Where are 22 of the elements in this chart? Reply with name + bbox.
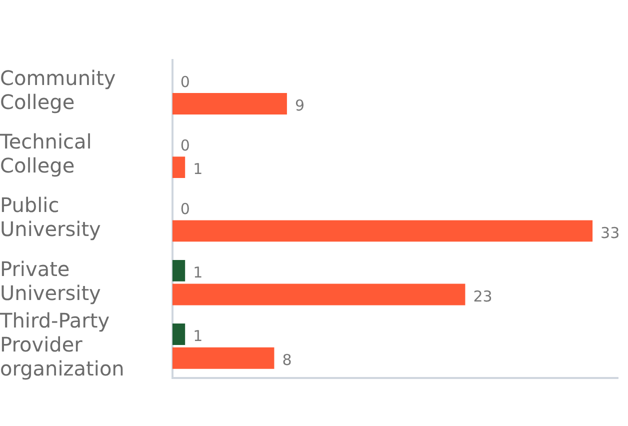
bar bbox=[172, 260, 186, 282]
data-label: 8 bbox=[282, 351, 292, 370]
y-tick-label: Community College bbox=[0, 66, 116, 114]
data-label: 0 bbox=[180, 136, 190, 154]
bar bbox=[172, 284, 466, 306]
data-label: 0 bbox=[180, 72, 190, 91]
bar bbox=[172, 324, 186, 346]
data-label: 1 bbox=[193, 160, 203, 178]
bar bbox=[172, 92, 287, 114]
bar bbox=[172, 347, 274, 369]
data-label: 1 bbox=[193, 264, 203, 282]
y-tick-label: Public University bbox=[0, 193, 102, 242]
bar bbox=[172, 220, 593, 242]
y-tick-label: Third-Party Provider organization bbox=[0, 308, 124, 380]
y-tick-label: Technical College bbox=[0, 130, 92, 178]
data-label: 33 bbox=[600, 224, 620, 242]
y-tick-label: Private University bbox=[0, 256, 102, 305]
data-label: 1 bbox=[193, 327, 203, 346]
data-label: 0 bbox=[180, 200, 190, 218]
data-label: 9 bbox=[294, 96, 304, 115]
data-label: 23 bbox=[473, 287, 492, 306]
bar bbox=[172, 156, 186, 178]
